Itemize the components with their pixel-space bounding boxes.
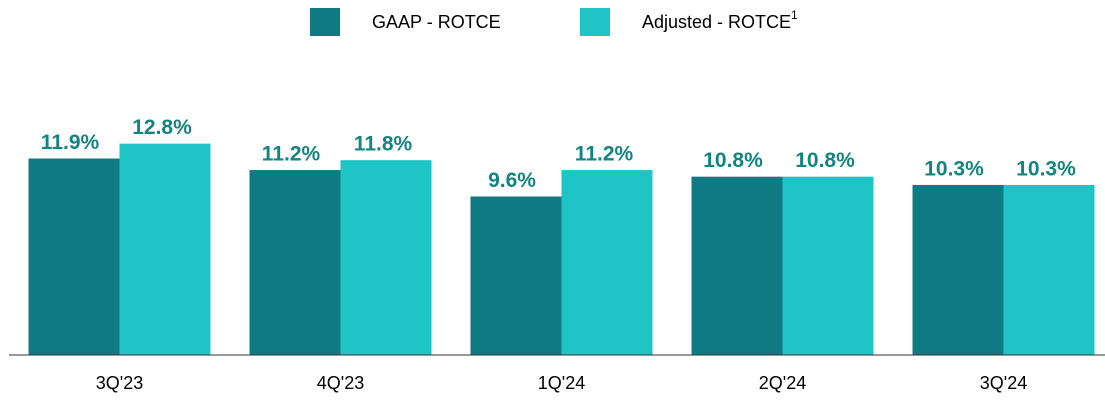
bar — [28, 158, 120, 355]
bar — [340, 160, 432, 355]
bar — [1003, 184, 1095, 355]
x-tick-label: 3Q'24 — [980, 373, 1027, 393]
bar — [782, 176, 874, 355]
value-label: 10.3% — [1016, 157, 1076, 180]
bar — [691, 176, 783, 355]
x-tick-label: 2Q'24 — [759, 373, 806, 393]
value-label: 11.8% — [354, 133, 413, 156]
legend-label: Adjusted - ROTCE1 — [642, 8, 798, 32]
legend-swatch — [310, 8, 340, 36]
value-label: 9.6% — [488, 169, 536, 192]
x-tick-label: 3Q'23 — [96, 373, 143, 393]
legend-text: GAAP - ROTCE — [372, 12, 501, 32]
legend-label: GAAP - ROTCE — [372, 12, 501, 32]
value-label: 11.2% — [262, 143, 321, 166]
bar — [470, 196, 562, 355]
x-tick-label: 4Q'23 — [317, 373, 364, 393]
legend-swatch — [580, 8, 610, 36]
value-label: 10.8% — [795, 149, 855, 172]
value-label: 11.9% — [41, 131, 100, 154]
bar — [912, 184, 1004, 355]
x-tick-label: 1Q'24 — [538, 373, 585, 393]
bar — [249, 170, 341, 355]
legend-superscript: 1 — [791, 8, 798, 22]
value-label: 10.8% — [703, 149, 763, 172]
bar — [561, 170, 653, 355]
value-label: 12.8% — [132, 116, 192, 139]
legend-text: Adjusted - ROTCE — [642, 12, 791, 32]
bar — [119, 143, 211, 355]
value-label: 11.2% — [575, 143, 634, 166]
value-label: 10.3% — [924, 157, 984, 180]
